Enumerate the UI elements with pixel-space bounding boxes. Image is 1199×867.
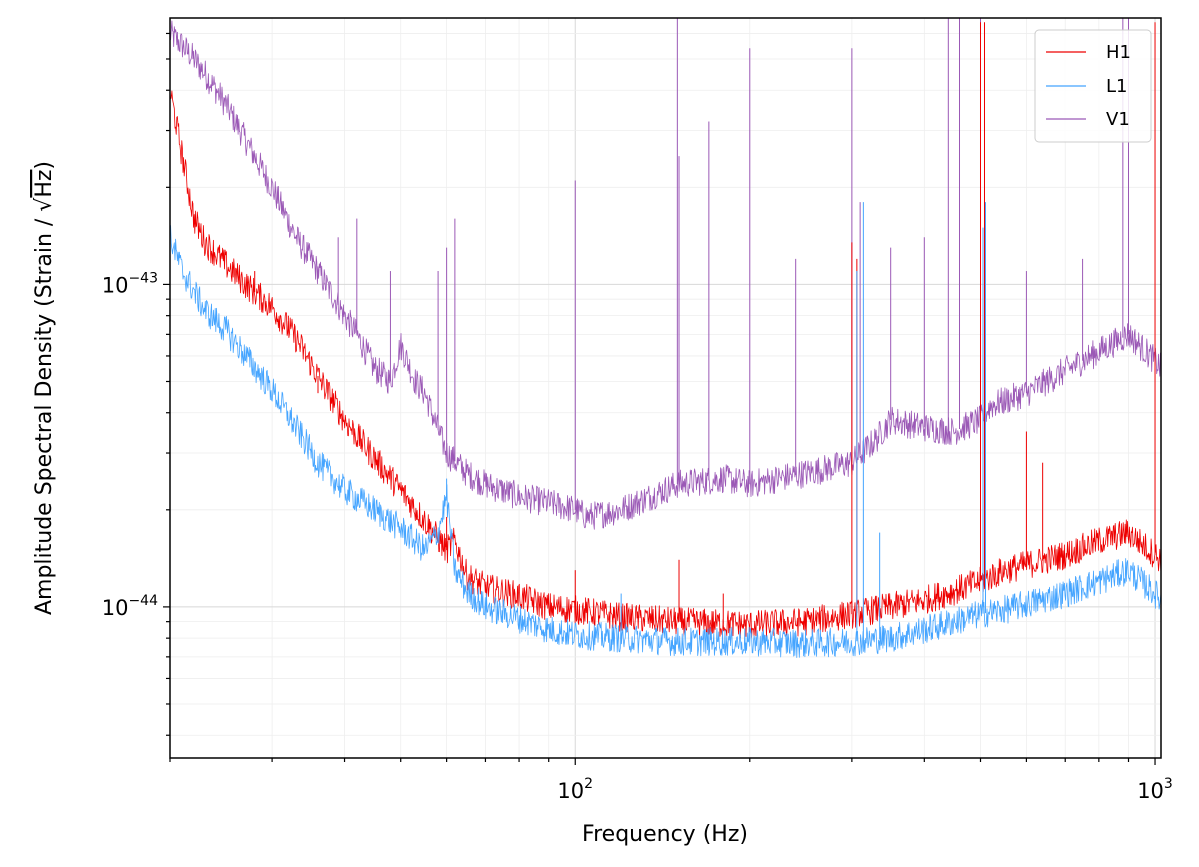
- legend-label-h1: H1: [1106, 42, 1131, 63]
- sqrt-sign-icon: √: [32, 197, 57, 212]
- legend-box: [1034, 29, 1152, 143]
- series-line-l1: [170, 225, 1161, 658]
- series-line-h1: [170, 90, 1161, 639]
- y-tick-label: 10−43: [102, 270, 158, 297]
- legend-label-l1: L1: [1106, 76, 1127, 97]
- x-tick-label: 102: [557, 776, 593, 803]
- y-axis-title-sqrt: Hz: [32, 170, 57, 198]
- series-l1: [170, 202, 1161, 658]
- y-axis-title-main: Amplitude Spectral Density (Strain /: [32, 212, 57, 615]
- y-axis-title-tail: ): [32, 161, 57, 170]
- series-layer: [170, 18, 1161, 658]
- y-tick-label: 10−44: [102, 593, 158, 620]
- ticks: 102 103 10−44 10−43: [102, 32, 1173, 803]
- x-axis-title: Frequency (Hz): [582, 822, 748, 847]
- legend-label-v1: V1: [1106, 109, 1130, 130]
- y-axis-title: Amplitude Spectral Density (Strain / √Hz…: [32, 161, 57, 615]
- svg-text:Amplitude Spectral Density (St: Amplitude Spectral Density (Strain / √Hz…: [32, 161, 57, 615]
- plot-background: [170, 18, 1161, 758]
- plot-frame: [169, 17, 1162, 759]
- series-line-v1: [170, 20, 1161, 530]
- legend: H1 L1 V1: [1034, 29, 1152, 143]
- x-tick-label: 103: [1137, 776, 1173, 803]
